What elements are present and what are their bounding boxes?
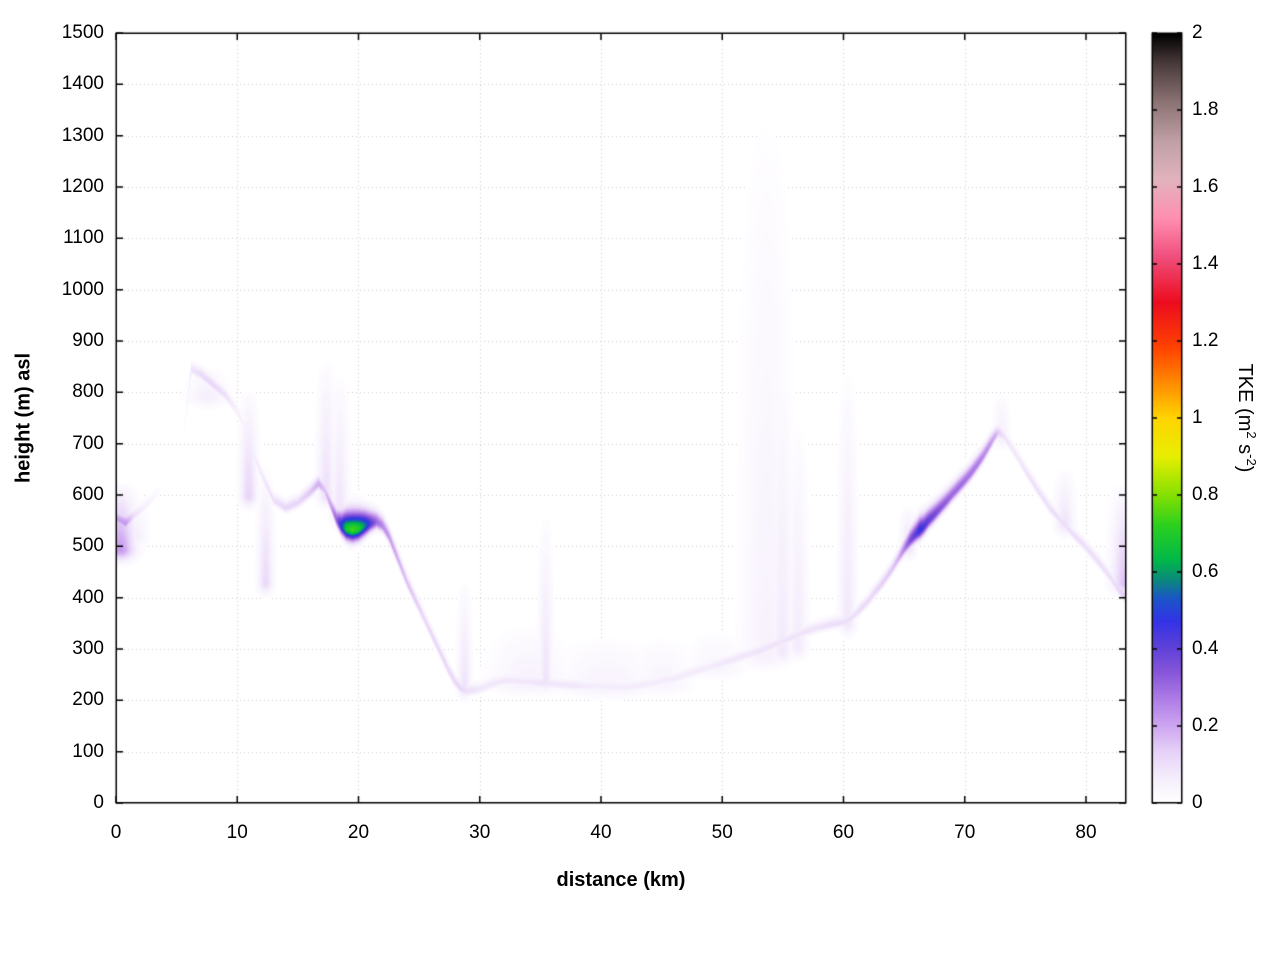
y-tick-label: 600 (72, 484, 104, 506)
x-tick-label: 10 (226, 822, 248, 843)
colorbar-label-sup1: 2 (1243, 431, 1259, 439)
x-tick-label: 20 (347, 822, 370, 843)
y-tick-label: 0 (93, 792, 104, 814)
x-tick-label: 60 (832, 822, 855, 843)
y-tick-label: 1500 (61, 22, 104, 44)
y-tick-label: 1400 (61, 73, 104, 95)
y-tick-label: 1200 (61, 176, 104, 198)
colorbar-tick-label: 1.4 (1192, 253, 1219, 275)
colorbar-label-pre: TKE (m (1234, 363, 1257, 432)
x-tick-label: 0 (110, 822, 122, 843)
colorbar-tick-label: 0.6 (1192, 561, 1219, 583)
y-tick-label: 800 (72, 381, 104, 403)
x-axis-label: distance (km) (556, 869, 686, 891)
colorbar-tick-label: 0.4 (1192, 638, 1219, 660)
y-tick-label: 1100 (63, 227, 104, 249)
x-tick-label: 50 (711, 822, 733, 843)
y-tick-label: 900 (72, 330, 104, 352)
y-tick-label: 500 (72, 535, 104, 557)
x-tick-label: 40 (590, 822, 612, 843)
colorbar-tick-label: 1.8 (1192, 99, 1219, 121)
colorbar-tick-label: 0.2 (1192, 715, 1219, 737)
colorbar-label: TKE (m2 s-2) (1233, 364, 1259, 473)
x-tick-label: 30 (469, 822, 491, 843)
colorbar-tick-label: 1.6 (1192, 176, 1219, 198)
y-tick-label: 1000 (61, 278, 104, 300)
y-tick-label: 700 (72, 432, 104, 454)
colorbar-tick-label: 0.8 (1192, 484, 1219, 506)
colorbar-label-post: ) (1234, 465, 1257, 473)
x-tick-label: 80 (1075, 822, 1097, 843)
colorbar-tick-label: 1 (1192, 407, 1203, 429)
y-tick-label: 300 (72, 638, 104, 660)
y-axis-label: height (m) asl (12, 352, 35, 484)
y-tick-label: 200 (72, 689, 104, 711)
y-tick-label: 100 (72, 740, 104, 762)
colorbar-label-sup2: -2 (1243, 454, 1259, 466)
y-tick-label: 1300 (61, 124, 104, 146)
colorbar-label-mid: s (1234, 438, 1257, 455)
colorbar-tick-label: 0 (1192, 792, 1203, 814)
x-tick-label: 70 (954, 822, 976, 843)
colorbar-tick-label: 2 (1192, 22, 1203, 44)
colorbar-tick-label: 1.2 (1192, 330, 1219, 352)
y-tick-label: 400 (72, 586, 104, 608)
